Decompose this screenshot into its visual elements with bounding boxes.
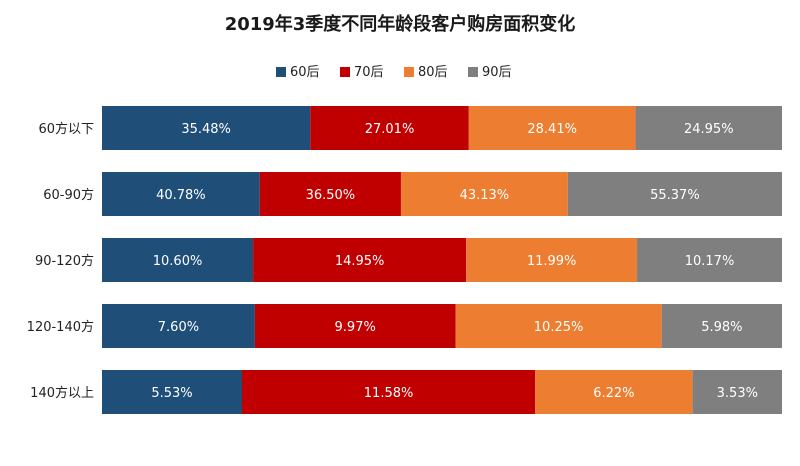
data-label-70后-2: 14.95%	[335, 254, 385, 269]
bar-segment-90后-2	[637, 238, 782, 282]
data-label-90后-4: 3.53%	[717, 386, 758, 401]
category-label-1: 60-90方	[43, 187, 94, 203]
data-label-80后-3: 10.25%	[534, 320, 584, 335]
bar-segment-80后-0	[468, 106, 636, 150]
bar-segment-60后-1	[102, 172, 260, 216]
data-label-80后-1: 43.13%	[460, 188, 510, 203]
data-label-60后-2: 10.60%	[153, 254, 203, 269]
bar-segment-70后-2	[253, 238, 467, 282]
legend-label-70后: 70后	[354, 65, 384, 80]
legend-label-60后: 60后	[290, 65, 320, 80]
legend-label-90后: 90后	[482, 65, 512, 80]
bar-segment-90后-0	[635, 106, 782, 150]
bar-segment-60后-0	[102, 106, 311, 150]
legend-swatch-60后	[276, 67, 286, 77]
data-label-90后-1: 55.37%	[650, 188, 700, 203]
data-label-90后-2: 10.17%	[685, 254, 735, 269]
bar-segment-90后-4	[692, 370, 782, 414]
bar-segment-90后-3	[661, 304, 782, 348]
bar-segment-80后-4	[535, 370, 693, 414]
bar-segment-60后-4	[102, 370, 242, 414]
bar-segment-80后-1	[400, 172, 568, 216]
data-label-70后-3: 9.97%	[335, 320, 376, 335]
data-label-80后-0: 28.41%	[527, 122, 577, 137]
chart-title: 2019年3季度不同年龄段客户购房面积变化	[225, 13, 576, 35]
bar-segment-90后-1	[567, 172, 782, 216]
bars: 35.48% 27.01% 28.41% 24.95% 40.78% 36.50% 43.1…	[102, 106, 782, 414]
data-label-70后-4: 11.58%	[364, 386, 414, 401]
data-label-90后-3: 5.98%	[701, 320, 742, 335]
legend-swatch-70后	[340, 67, 350, 77]
legend-label-80后: 80后	[418, 65, 448, 80]
category-label-0: 60方以下	[38, 121, 94, 137]
data-label-60后-3: 7.60%	[158, 320, 199, 335]
bar-segment-80后-2	[466, 238, 638, 282]
data-label-80后-2: 11.99%	[527, 254, 577, 269]
category-labels: 60方以下 60-90方 90-120方 120-140方 140方以上	[27, 121, 94, 401]
bar-segment-70后-0	[310, 106, 469, 150]
category-label-3: 120-140方	[27, 319, 94, 335]
legend-swatch-90后	[468, 67, 478, 77]
legend: 60后 70后 80后 90后	[276, 65, 512, 80]
data-label-60后-1: 40.78%	[156, 188, 206, 203]
bar-segment-60后-3	[102, 304, 255, 348]
category-label-2: 90-120方	[35, 253, 94, 269]
data-label-60后-4: 5.53%	[151, 386, 192, 401]
data-label-70后-0: 27.01%	[365, 122, 415, 137]
data-label-60后-0: 35.48%	[181, 122, 231, 137]
legend-swatch-80后	[404, 67, 414, 77]
bar-segment-80后-3	[455, 304, 662, 348]
bar-segment-70后-1	[259, 172, 401, 216]
data-label-80后-4: 6.22%	[593, 386, 634, 401]
bar-segment-60后-2	[102, 238, 254, 282]
category-label-4: 140方以上	[30, 385, 94, 401]
data-label-70后-1: 36.50%	[306, 188, 356, 203]
bar-segment-70后-4	[242, 370, 536, 414]
bar-segment-70后-3	[254, 304, 456, 348]
data-label-90后-0: 24.95%	[684, 122, 734, 137]
